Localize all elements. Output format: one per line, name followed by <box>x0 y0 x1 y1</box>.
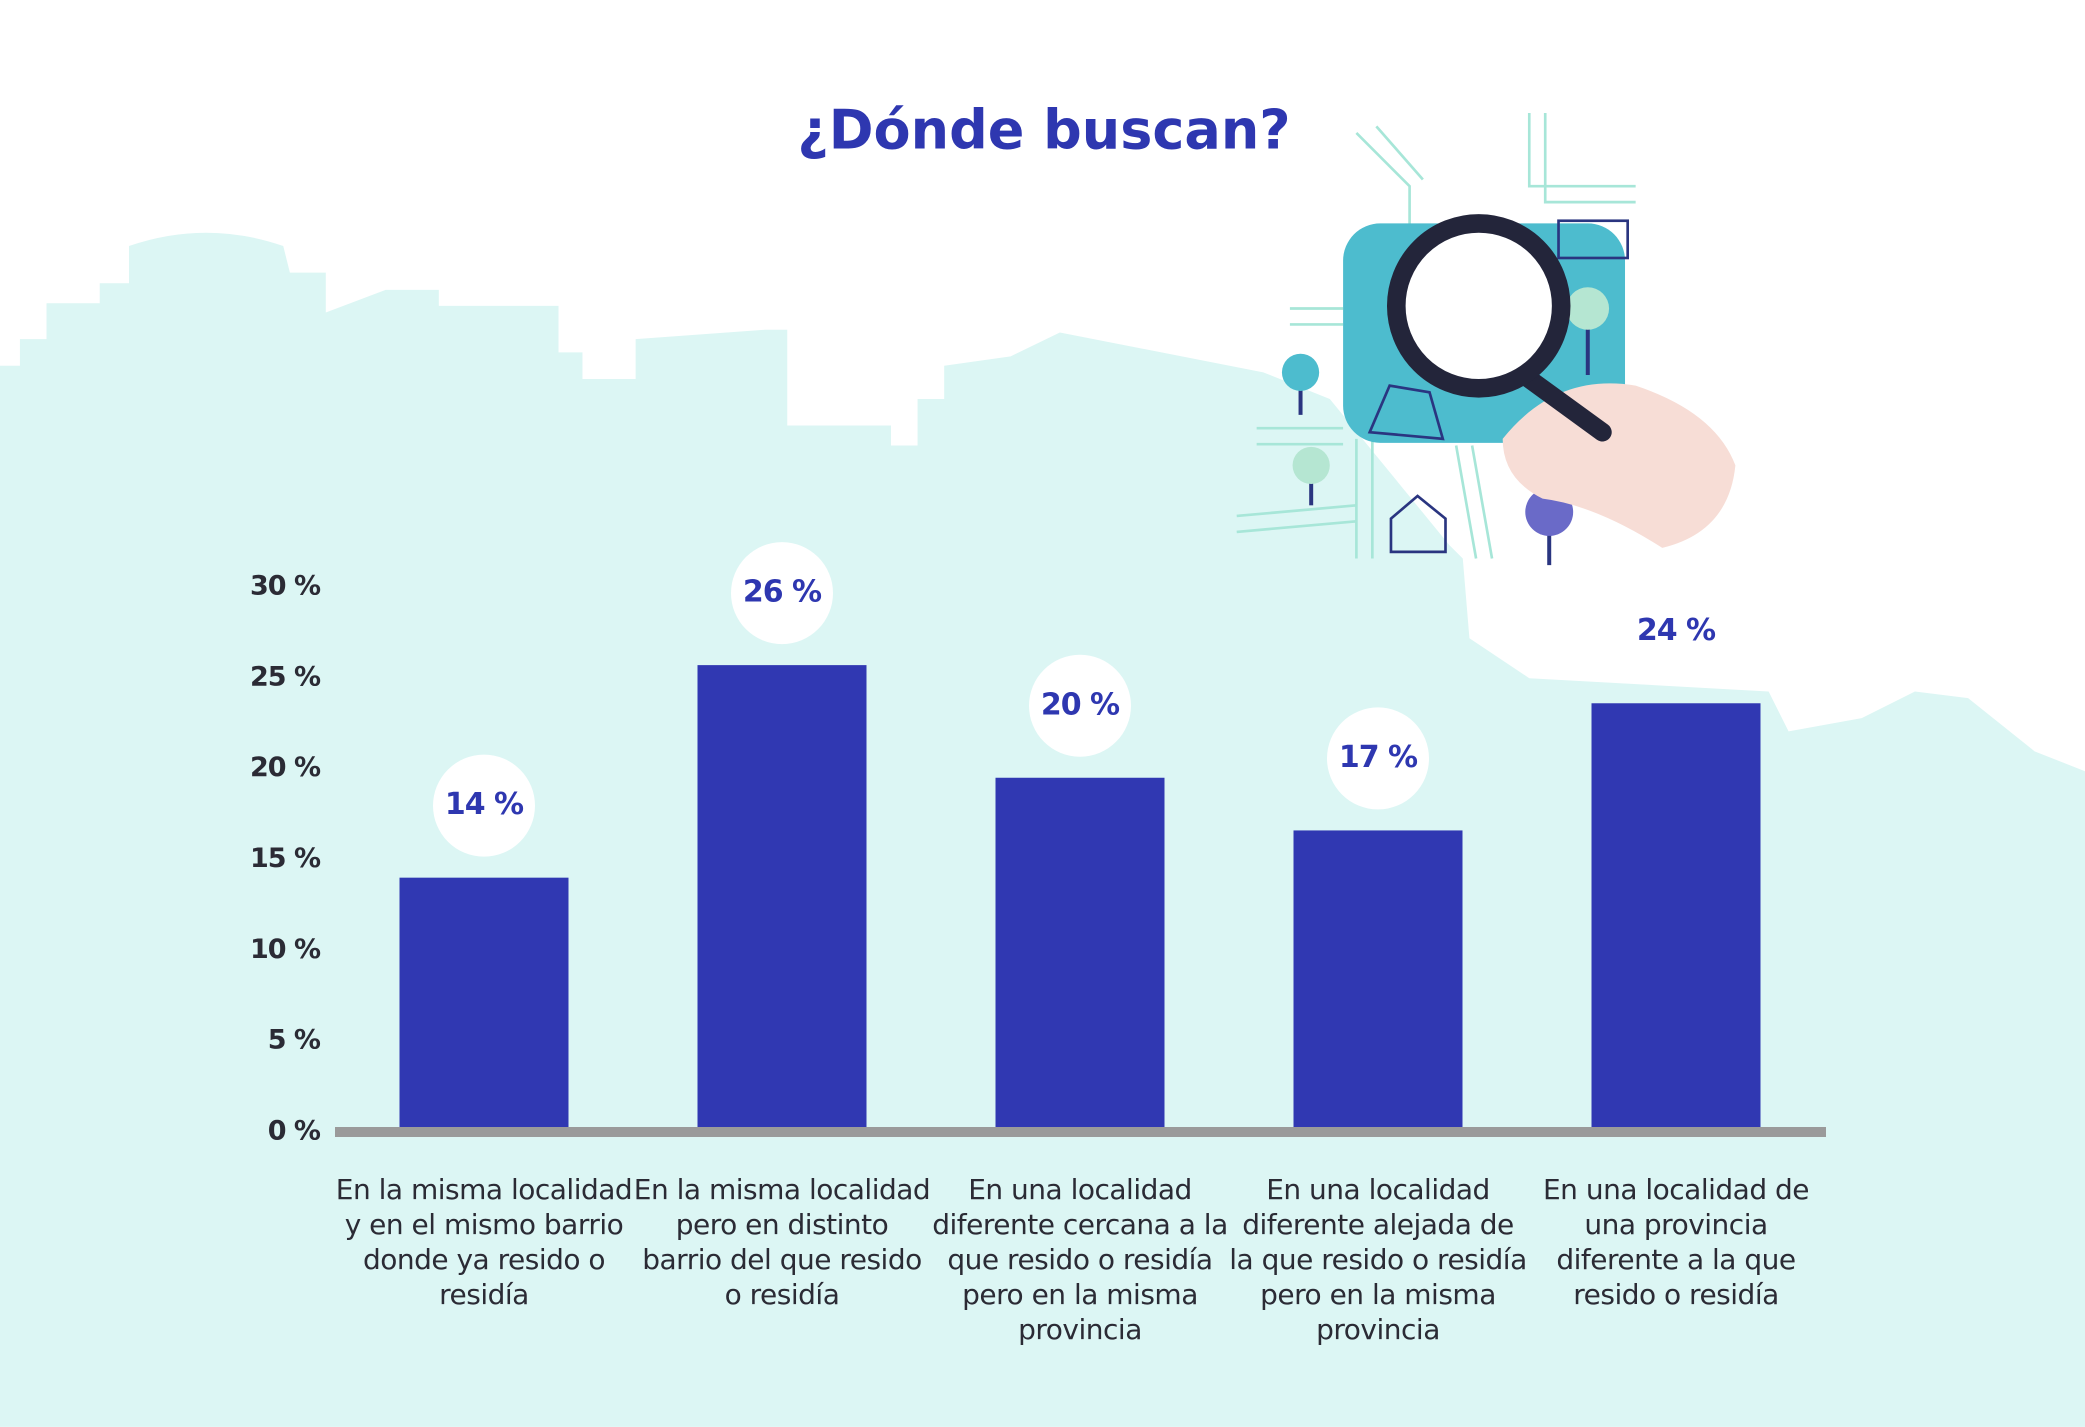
y-tick-label: 5 % <box>268 1025 321 1056</box>
map-block <box>1557 219 1630 260</box>
value-label: 20 % <box>1041 687 1120 722</box>
bar <box>995 777 1165 1132</box>
house <box>1389 494 1447 554</box>
value-label-badge <box>1327 707 1429 810</box>
x-tick-label: En una localidad diferente alejada de la… <box>1229 1173 1527 1346</box>
bar <box>1591 703 1761 1132</box>
y-tick-label: 0 % <box>268 1116 321 1147</box>
value-label: 24 % <box>1637 613 1716 648</box>
bar <box>1293 830 1463 1132</box>
x-tick-label: En una localidad diferente cercana a la … <box>932 1173 1228 1346</box>
map-block <box>1367 384 1445 441</box>
value-label-badge <box>1029 654 1131 757</box>
y-tick-label: 10 % <box>250 934 321 965</box>
value-label-badge <box>1625 580 1727 683</box>
value-label: 17 % <box>1339 740 1418 775</box>
y-tick-label: 30 % <box>250 571 321 602</box>
map-lines <box>1236 113 1636 559</box>
magnifier <box>1386 214 1571 398</box>
hand <box>1502 383 1736 548</box>
x-tick-label: En la misma localidad y en el mismo barr… <box>335 1173 633 1311</box>
y-tick-label: 15 % <box>250 843 321 874</box>
x-tick-label: En la misma localidad pero en distinto b… <box>633 1173 931 1311</box>
value-label-badge <box>731 542 833 645</box>
y-tick-label: 25 % <box>250 661 321 692</box>
bar <box>697 665 867 1132</box>
chart-title: ¿Dónde buscan? <box>797 99 1290 162</box>
bar <box>399 877 569 1132</box>
trees <box>1281 287 1610 566</box>
value-label: 26 % <box>743 575 822 610</box>
y-tick-label: 20 % <box>250 752 321 783</box>
value-label: 14 % <box>445 787 524 822</box>
value-label-badge <box>433 754 535 857</box>
magnifier-handle <box>1519 369 1612 442</box>
x-tick-label: En una localidad de una provincia difere… <box>1542 1173 1810 1311</box>
